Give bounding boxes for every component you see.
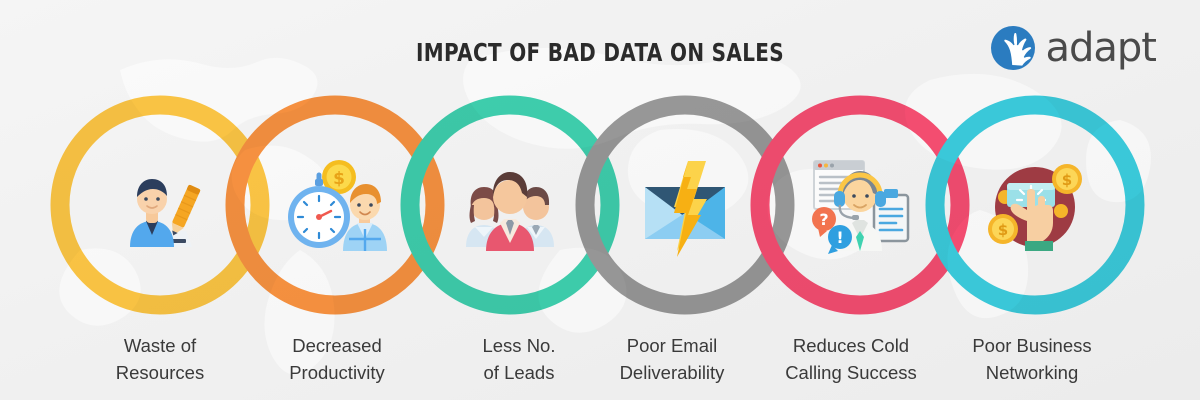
node-label-4: Poor Email Deliverability [619,335,725,383]
ring-chain [50,95,1145,315]
node-label-2: Decreased Productivity [289,335,385,383]
node-label-5: Reduces Cold Calling Success [785,335,917,383]
ring-6 [925,95,1145,315]
labels-row: Waste of Resources Decreased Productivit… [0,332,1200,400]
ring-2 [225,95,445,315]
ring-4 [575,95,795,315]
logo-wordmark: adapt [1045,25,1157,71]
ring-1 [50,95,270,315]
brand-logo[interactable]: adapt [989,24,1157,72]
node-label-3: Less No. of Leads [482,335,556,383]
page-title: IMPACT OF BAD DATA ON SALES [416,38,784,67]
node-label-6: Poor Business Networking [972,335,1092,383]
ring-5 [750,95,970,315]
adapt-hand-logo-icon [990,26,1035,70]
ring-3 [400,95,620,315]
node-label-1: Waste of Resources [115,335,205,383]
